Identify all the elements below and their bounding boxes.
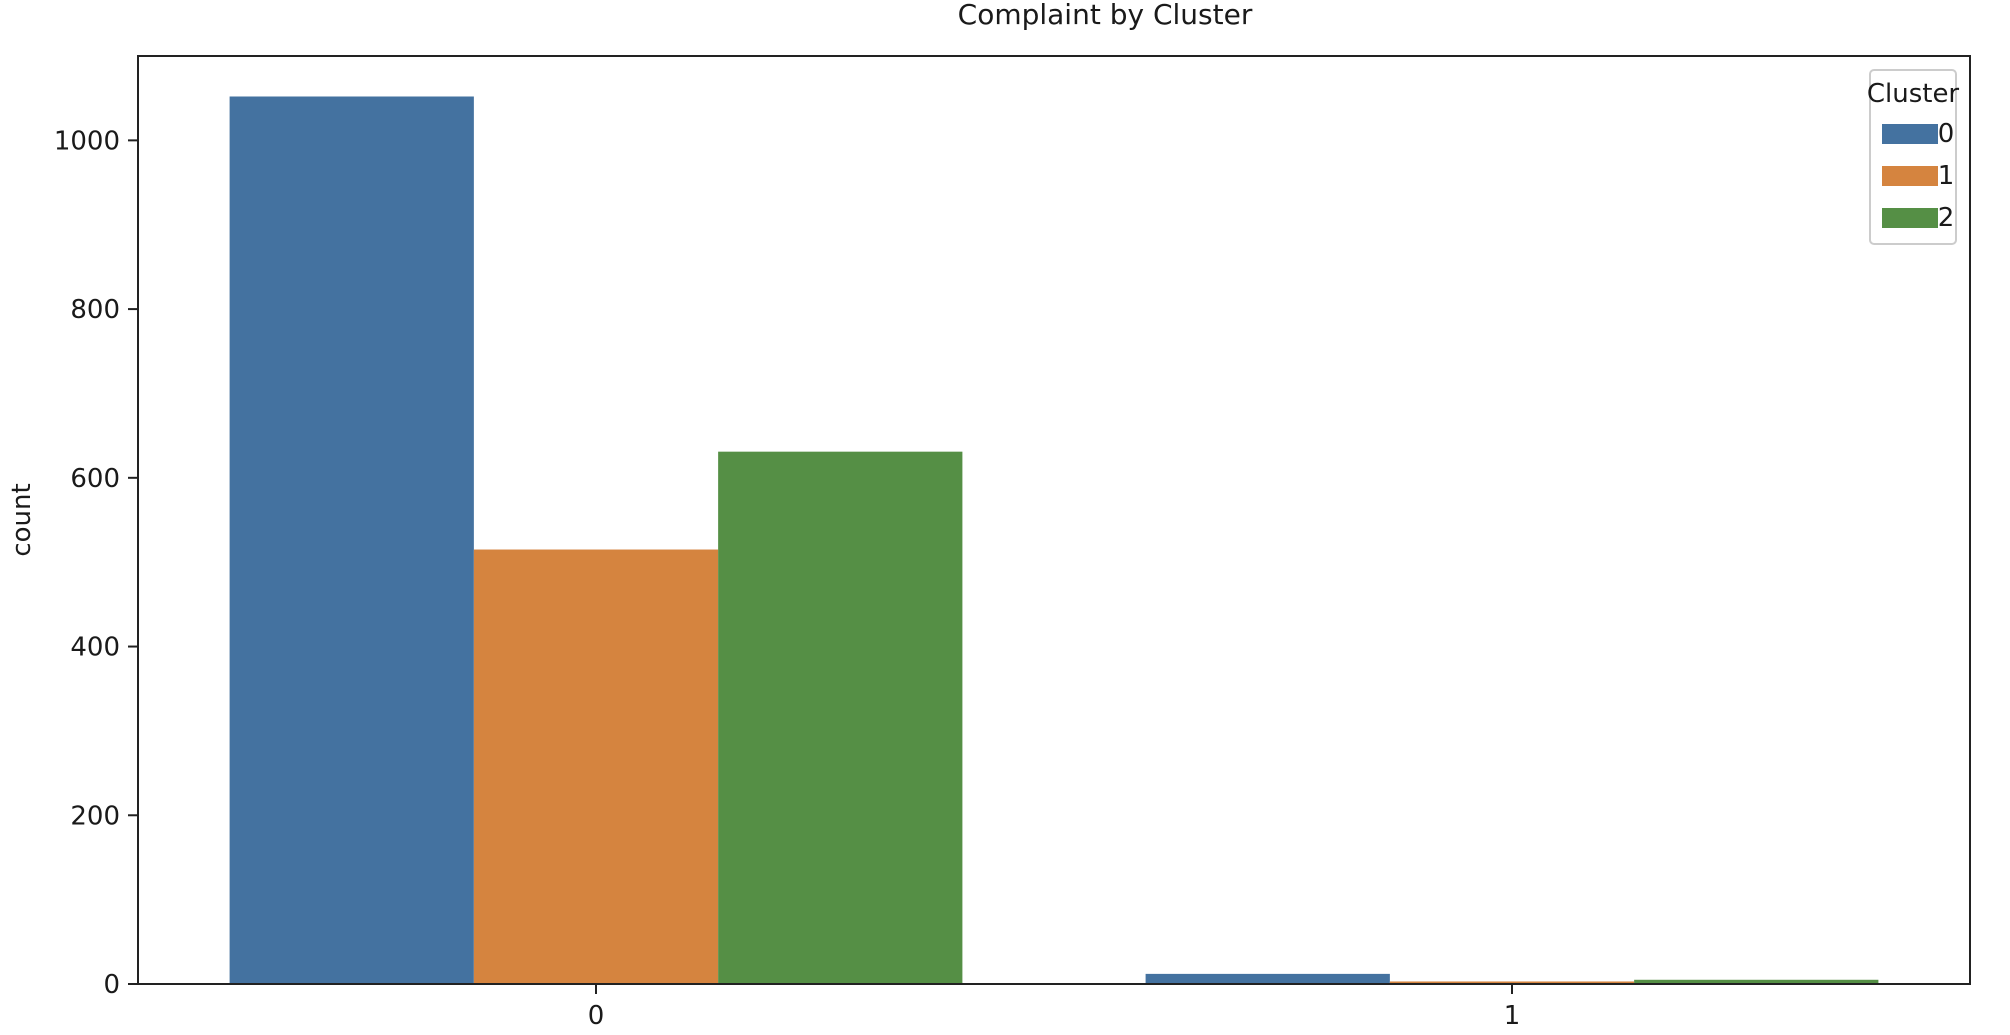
bar-cat-0-cluster-2 bbox=[718, 451, 963, 984]
x-tick-label: 0 bbox=[588, 1001, 605, 1031]
x-tick-label: 1 bbox=[1504, 1001, 1521, 1031]
legend-swatch-1 bbox=[1882, 166, 1938, 186]
y-tick-label: 1000 bbox=[54, 126, 120, 156]
y-tick-label: 0 bbox=[103, 970, 120, 1000]
bar-cat-0-cluster-0 bbox=[229, 96, 474, 984]
y-tick-label: 800 bbox=[70, 295, 120, 325]
bar-cat-0-cluster-1 bbox=[473, 549, 719, 984]
legend-label-1: 1 bbox=[1938, 161, 1955, 191]
chart-title: Complaint by Cluster bbox=[958, 0, 1253, 31]
y-axis: 0 200 400 600 800 1000 bbox=[54, 126, 138, 1000]
legend-label-2: 2 bbox=[1938, 203, 1955, 233]
bar-cat-1-cluster-1 bbox=[1389, 981, 1635, 984]
y-tick-label: 200 bbox=[70, 801, 120, 831]
y-tick-label: 600 bbox=[70, 464, 120, 494]
bar-cat-1-cluster-0 bbox=[1145, 973, 1390, 984]
legend-swatch-2 bbox=[1882, 208, 1938, 228]
legend-frame bbox=[1869, 69, 1957, 245]
legend-swatch-0 bbox=[1882, 124, 1938, 144]
y-tick-label: 400 bbox=[70, 633, 120, 663]
legend: Cluster 0 1 2 bbox=[1867, 69, 1960, 245]
plot-frame bbox=[137, 55, 1971, 985]
bar-cat-1-cluster-2 bbox=[1634, 979, 1879, 984]
legend-label-0: 0 bbox=[1938, 119, 1955, 149]
legend-title: Cluster bbox=[1867, 79, 1960, 109]
y-axis-label: count bbox=[7, 483, 37, 556]
bars bbox=[229, 96, 1879, 984]
